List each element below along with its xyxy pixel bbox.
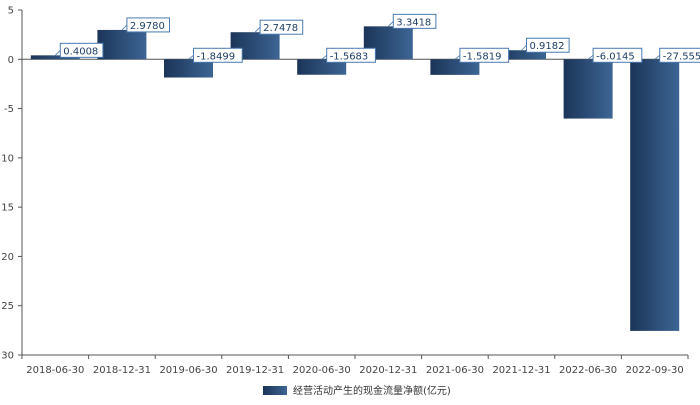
data-label-box <box>659 47 700 63</box>
x-tick-label: 2021-12-31 <box>492 365 550 376</box>
legend-label: 经营活动产生的现金流量净额(亿元) <box>293 384 451 397</box>
x-tick-label: 2018-06-30 <box>26 365 84 376</box>
y-tick-label: 5 <box>8 6 14 17</box>
y-tick-label: 20 <box>1 252 14 263</box>
data-label-box <box>592 47 643 63</box>
label-leader <box>121 24 128 31</box>
label-leader <box>254 26 261 33</box>
data-label: -27.5557 <box>663 51 700 62</box>
label-leader <box>521 44 527 51</box>
legend-swatch <box>263 386 287 395</box>
data-label: 2.9780 <box>130 21 165 32</box>
bar <box>497 50 546 60</box>
label-leader <box>454 54 461 60</box>
data-label: -6.0145 <box>596 51 635 62</box>
bar <box>297 59 347 75</box>
x-tick-label: 2020-12-31 <box>359 365 417 376</box>
y-tick-label: 0 <box>8 55 14 66</box>
x-tick-label: 2022-09-30 <box>626 365 684 376</box>
x-axis: 2018-06-30 2018-12-31 2019-06-30 2019-12-31… <box>21 354 689 376</box>
data-label: 2.7478 <box>263 23 298 34</box>
data-label-box <box>526 37 570 53</box>
x-tick-label: 2018-12-31 <box>93 365 151 376</box>
x-tick-label: 2019-12-31 <box>226 365 284 376</box>
y-tick-label: -5 <box>4 104 14 115</box>
data-label: -1.5819 <box>463 51 502 62</box>
y-tick-label: 30 <box>1 351 14 362</box>
data-label: 0.4008 <box>63 46 98 57</box>
x-tick-label: 2019-06-30 <box>159 365 217 376</box>
label-leader <box>587 54 594 60</box>
data-label-box <box>326 47 376 63</box>
label-leader <box>321 54 327 60</box>
data-label: -1.5683 <box>330 51 369 62</box>
x-tick-label: 2020-06-30 <box>293 365 351 376</box>
x-tick-label: 2021-06-30 <box>426 365 484 376</box>
bar <box>630 59 680 331</box>
bar <box>97 29 147 60</box>
bars <box>30 26 680 331</box>
data-labels: 0.4008 2.9780 -1.8499 2.7478 -1.5683 3.3418 -1… <box>55 13 700 63</box>
data-label-box <box>193 47 243 63</box>
legend: 经营活动产生的现金流量净额(亿元) <box>263 384 451 397</box>
bar <box>563 59 613 119</box>
y-tick-label: 15 <box>1 203 14 214</box>
data-label: 0.9182 <box>530 41 565 52</box>
label-leader <box>654 54 660 60</box>
data-label-box <box>459 47 510 63</box>
data-label-box <box>59 42 104 58</box>
label-leader <box>188 54 194 60</box>
bar <box>30 55 80 60</box>
data-label: 3.3418 <box>396 17 431 28</box>
y-tick-label: 10 <box>1 153 14 164</box>
x-tick-label: 2022-06-30 <box>559 365 617 376</box>
bar <box>430 59 480 75</box>
bar <box>164 59 213 78</box>
data-label: -1.8499 <box>197 51 236 62</box>
data-label-box <box>126 17 170 33</box>
y-tick-label: 25 <box>1 301 14 312</box>
data-label-box <box>259 19 304 35</box>
label-leader <box>55 50 61 56</box>
data-label-box <box>392 13 437 29</box>
label-leader <box>388 21 394 27</box>
